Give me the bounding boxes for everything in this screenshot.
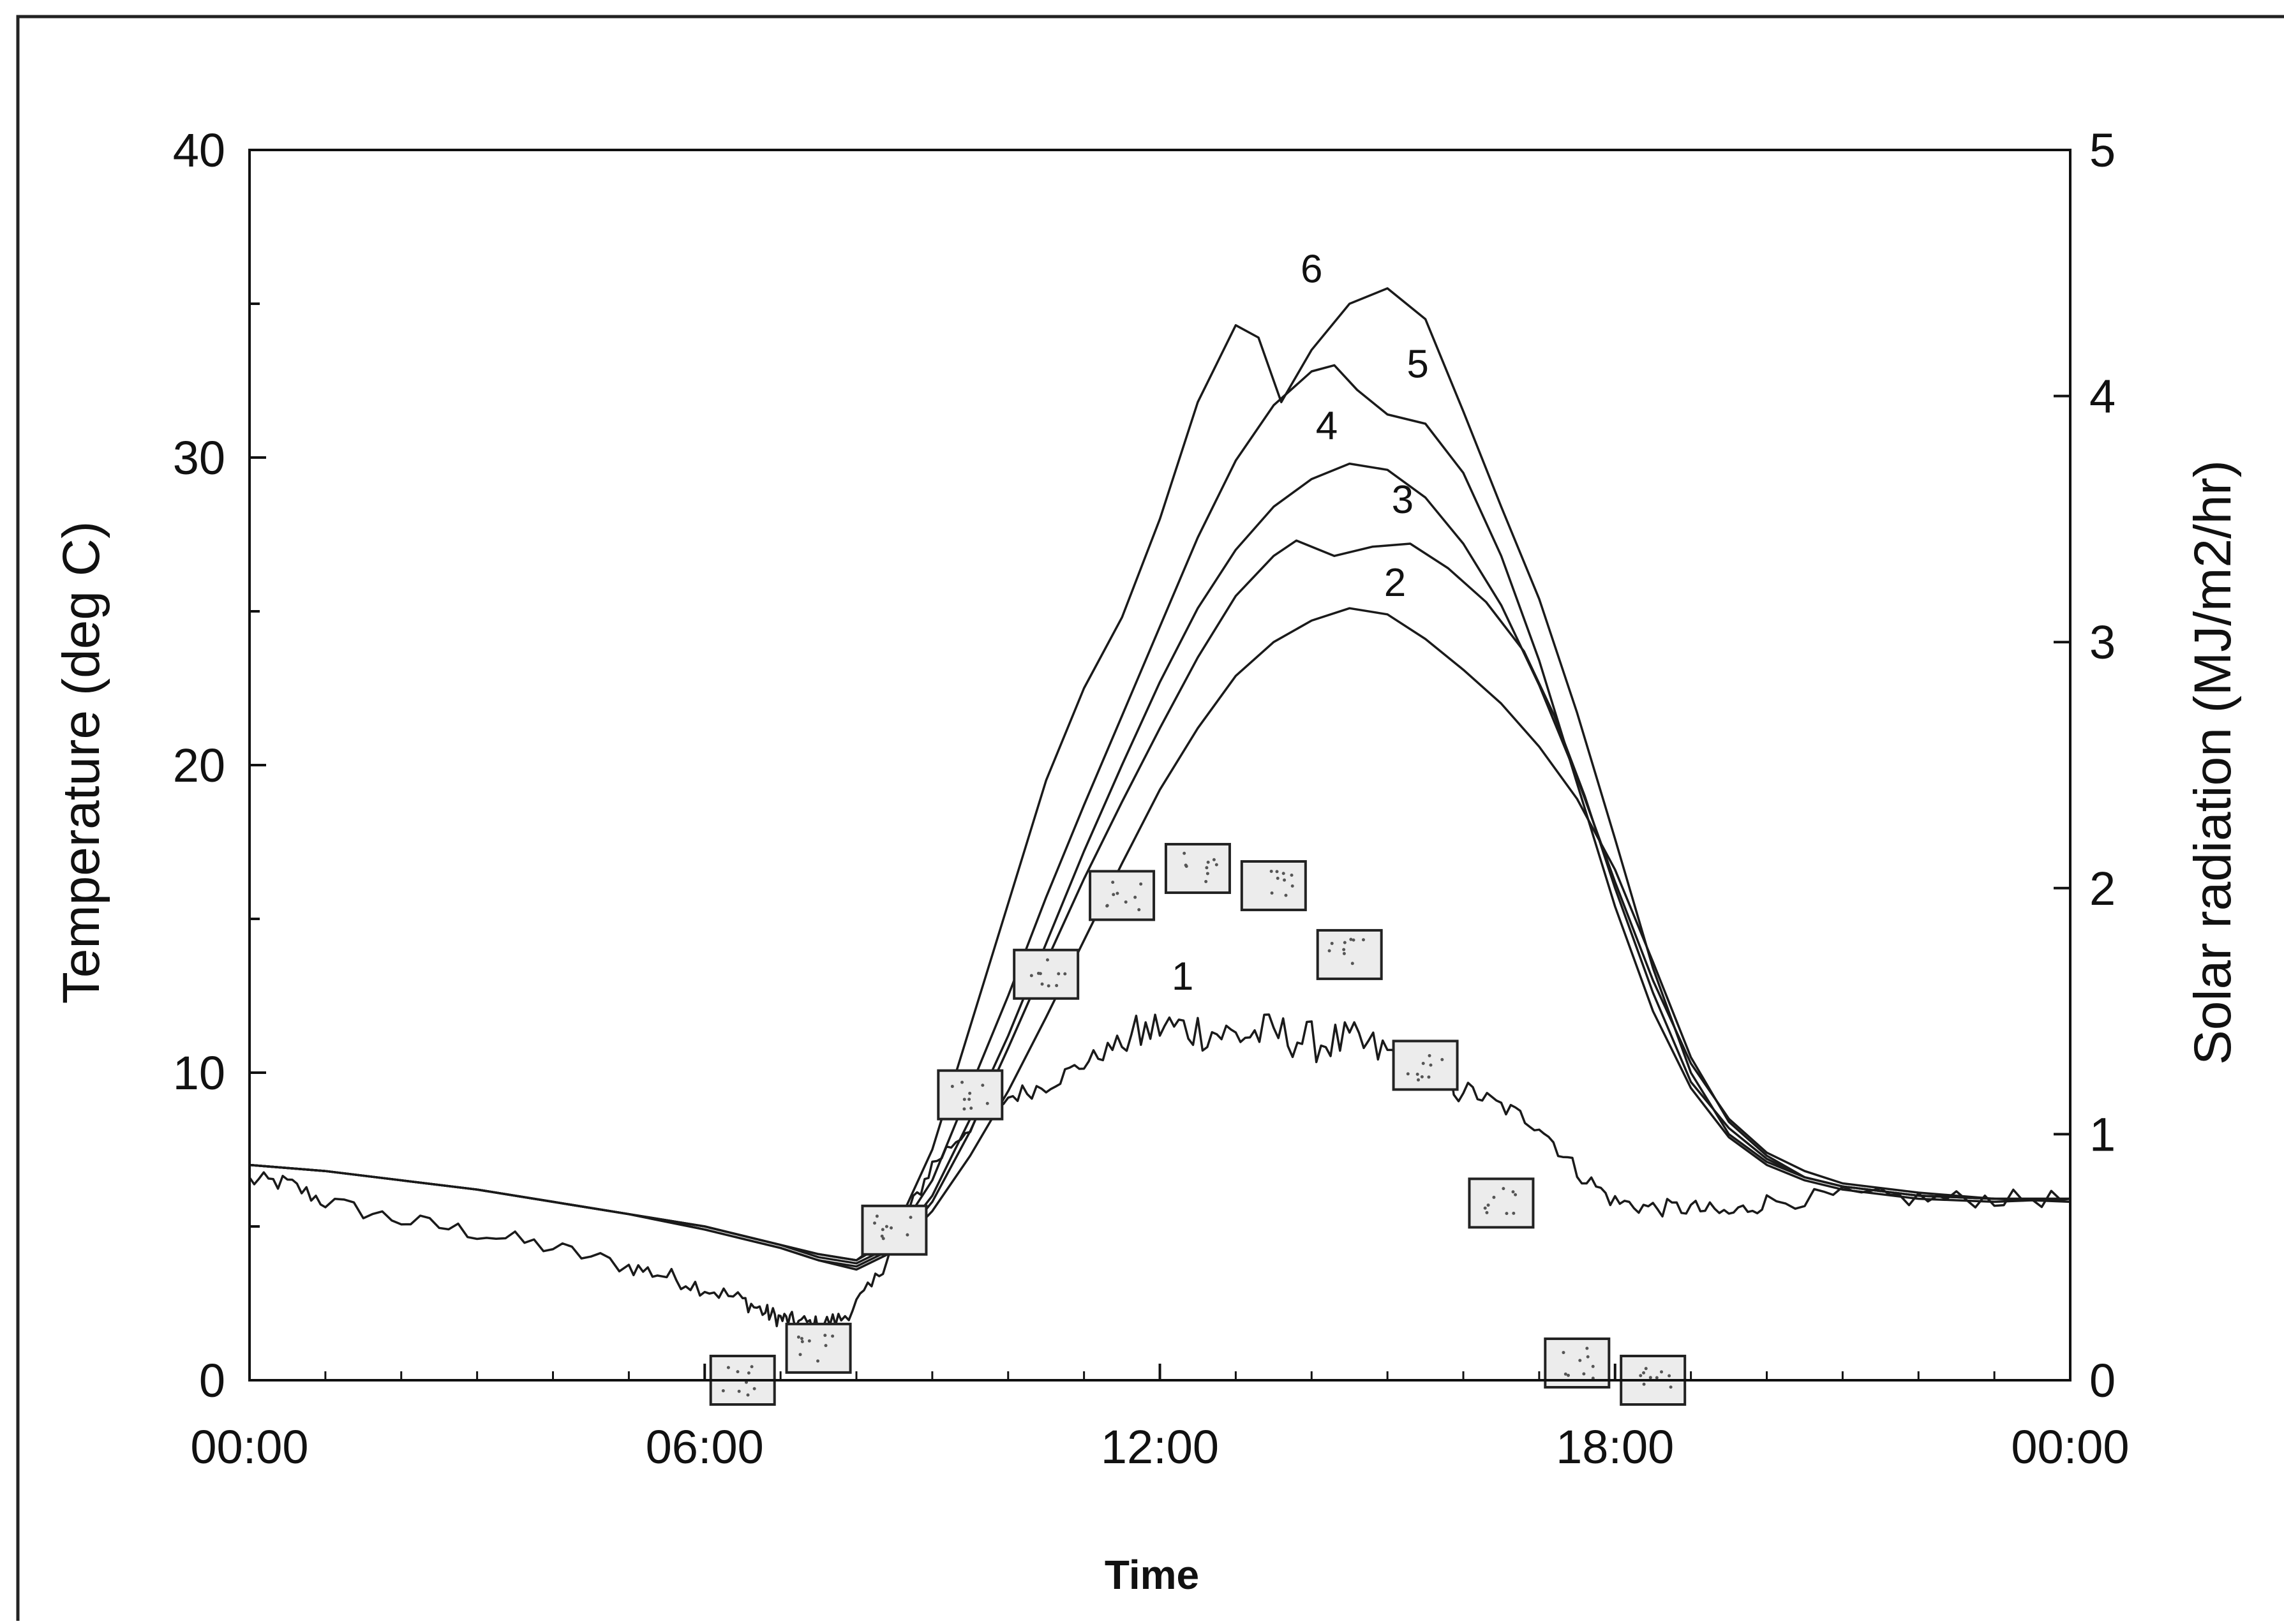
curve-label: 1: [1172, 955, 1193, 999]
series-line-6: [249, 287, 2071, 1262]
y-tick-label: 0: [199, 1354, 225, 1407]
x-tick-label: 00:00: [190, 1420, 308, 1473]
y2-tick-label: 0: [2089, 1354, 2116, 1407]
ticks-layer: [248, 149, 2071, 1382]
series-line-2: [249, 607, 2070, 1271]
series-line-5: [249, 364, 2071, 1262]
x-axis-title: Time: [1105, 1552, 1199, 1598]
markers-layer: [709, 842, 1687, 1406]
series-layer: [248, 287, 2071, 1334]
radiation-marker: [937, 1069, 1004, 1121]
radiation-marker: [1164, 842, 1231, 894]
curve-label: 2: [1384, 561, 1406, 605]
radiation-marker: [1468, 1177, 1535, 1229]
radiation-marker: [1089, 870, 1156, 921]
curve-label: 4: [1316, 404, 1338, 448]
radiation-marker: [1240, 860, 1307, 911]
y2-tick-label: 4: [2089, 370, 2116, 423]
radiation-marker: [1013, 948, 1080, 1000]
x-tick-label: 12:00: [1101, 1420, 1219, 1473]
y-tick-label: 20: [173, 739, 225, 792]
labels-layer: 00:00 06:00 12:00 18:00 00:00 0 10 20 30 40 0 1 2 3 4 5…: [173, 124, 2130, 1473]
y-tick-label: 30: [173, 431, 225, 484]
series-line-3: [249, 539, 2070, 1268]
y2-axis-title: Solar radiation (MJ/m2/hr): [2184, 460, 2242, 1065]
x-tick-label: 00:00: [2011, 1420, 2129, 1473]
curve-label: 5: [1407, 343, 1428, 387]
curve-label: 6: [1301, 247, 1322, 291]
y-tick-label: 40: [173, 124, 225, 177]
y2-tick-label: 2: [2089, 862, 2116, 915]
radiation-marker: [1392, 1039, 1459, 1091]
y2-tick-label: 1: [2089, 1108, 2116, 1161]
series-line-4: [249, 462, 2070, 1265]
x-tick-label: 18:00: [1556, 1420, 1674, 1473]
radiation-marker: [861, 1204, 928, 1256]
y-axis-title: Temperature (deg C): [52, 521, 110, 1004]
radiation-marker: [1316, 928, 1383, 980]
radiation-marker: [785, 1322, 852, 1374]
y-tick-label: 10: [173, 1047, 225, 1099]
y2-tick-label: 5: [2089, 124, 2116, 177]
outer-border: [16, 15, 2284, 1624]
plot-area-frame: [248, 149, 2071, 1382]
y2-tick-label: 3: [2089, 616, 2116, 669]
x-tick-label: 06:00: [646, 1420, 764, 1473]
series-line-1: [248, 1013, 2071, 1334]
curve-label: 3: [1392, 478, 1414, 522]
